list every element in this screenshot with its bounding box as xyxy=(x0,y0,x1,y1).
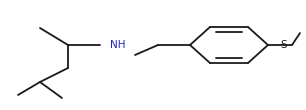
Text: NH: NH xyxy=(110,40,126,50)
Text: S: S xyxy=(281,40,287,50)
